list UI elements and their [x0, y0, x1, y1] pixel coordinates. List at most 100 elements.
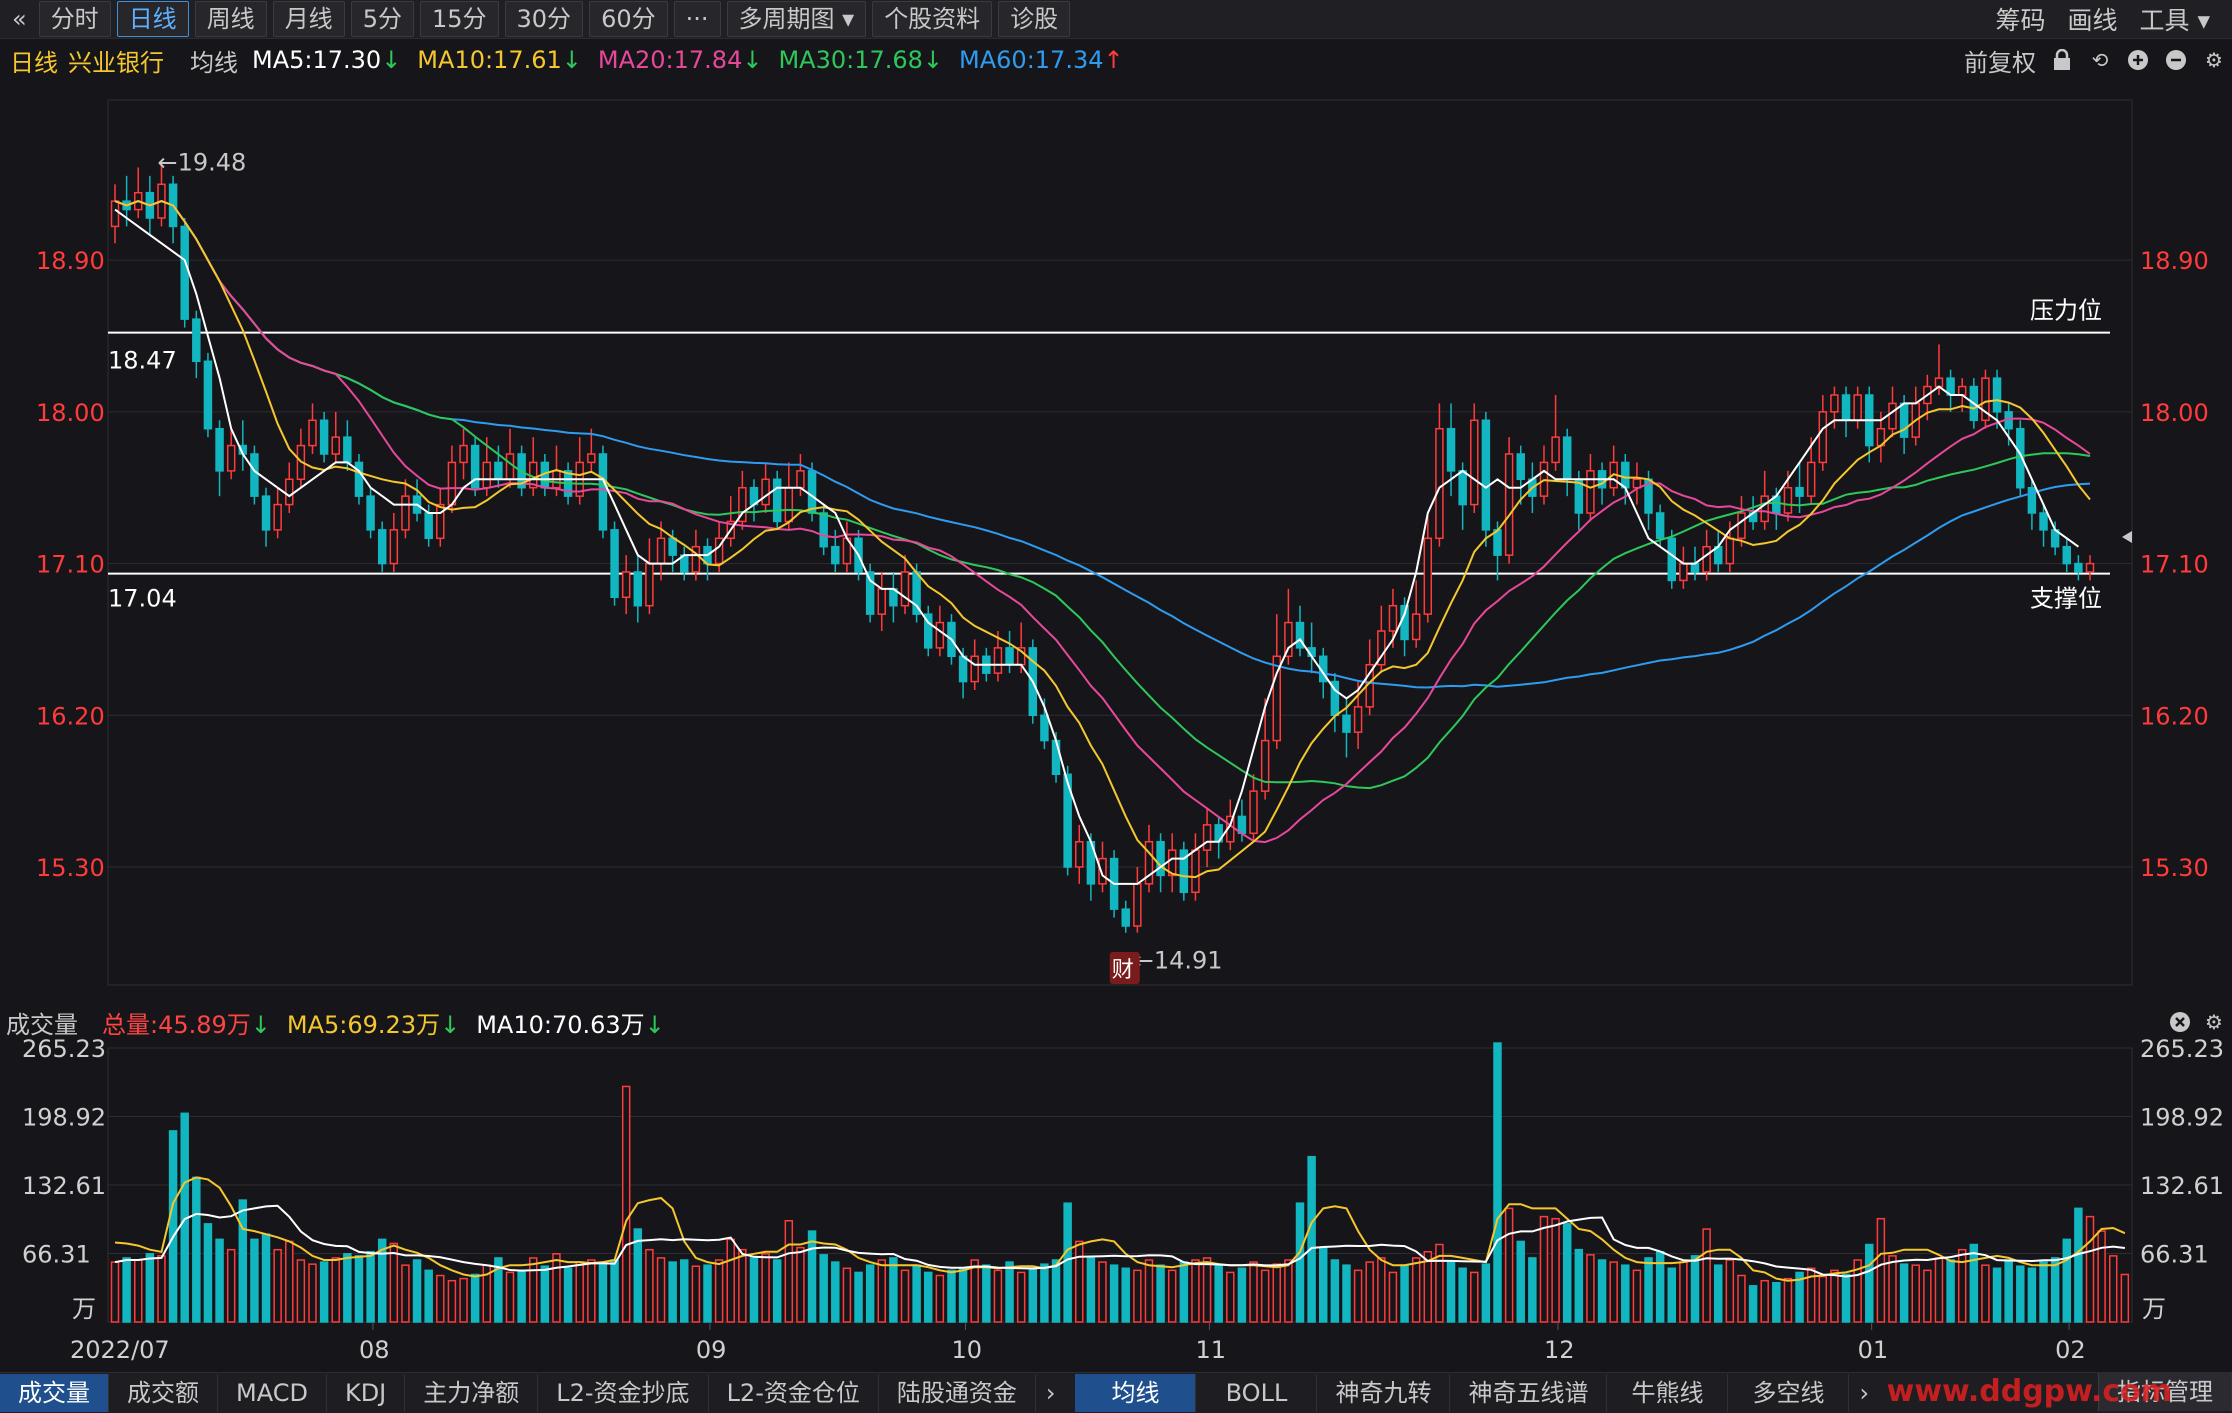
volume-bar-51 — [703, 1264, 712, 1323]
chip-distribution-button[interactable]: 筹码 — [1995, 6, 2046, 35]
volume-bar-172 — [2109, 1255, 2118, 1323]
volume-bar-33 — [494, 1257, 503, 1323]
volume-bar-109 — [1377, 1257, 1386, 1323]
indicator-name[interactable]: 均线 — [190, 48, 238, 77]
candle-body-142 — [1760, 495, 1769, 523]
candle-body-52 — [714, 537, 724, 565]
draw-line-button[interactable]: 画线 — [2067, 6, 2118, 35]
sub-tab-6[interactable]: L2-资金仓位 — [709, 1374, 879, 1412]
candle-body-125 — [1562, 436, 1572, 481]
volume-bar-162 — [1992, 1267, 2002, 1323]
volume-bar-141 — [1748, 1285, 1758, 1323]
main-tab-4[interactable]: 牛熊线 — [1607, 1374, 1729, 1412]
volume-bar-65 — [865, 1264, 875, 1323]
volume-bar-126 — [1574, 1248, 1584, 1323]
price-tick-left-4: 18.90 — [36, 247, 105, 275]
volume-bar-101 — [1284, 1259, 1293, 1323]
candle-body-110 — [1388, 604, 1398, 632]
volume-bar-31 — [470, 1273, 480, 1323]
volume-unit-right: 万 — [2142, 1295, 2166, 1323]
candle-body-31 — [470, 444, 480, 489]
tab-5[interactable]: 15分 — [419, 1, 499, 37]
tab-4[interactable]: 5分 — [350, 1, 414, 37]
volume-bar-45 — [633, 1228, 643, 1323]
main-tab-3[interactable]: 神奇五线谱 — [1450, 1374, 1608, 1412]
adjust-mode[interactable]: 前复权 — [1964, 48, 2036, 77]
sub-tab-0[interactable]: 成交量 — [0, 1374, 109, 1412]
lock-icon[interactable] — [2050, 48, 2074, 72]
sub-tab-1[interactable]: 成交额 — [109, 1374, 218, 1412]
tab-3[interactable]: 月线 — [272, 1, 345, 37]
volume-gear-icon[interactable]: ⚙ — [2205, 1010, 2223, 1034]
volume-bar-108 — [1365, 1261, 1374, 1323]
volume-bar-20 — [343, 1253, 352, 1323]
double-chevron-left-icon[interactable]: « — [12, 5, 27, 33]
volume-bar-151 — [1865, 1243, 1874, 1323]
tab-6[interactable]: 30分 — [504, 1, 584, 37]
candle-body-89 — [1144, 840, 1154, 885]
volume-bar-44 — [621, 1085, 631, 1323]
close-icon[interactable] — [2168, 1010, 2192, 1034]
gear-icon[interactable]: ⚙ — [2205, 48, 2223, 72]
indicator-manage-button[interactable]: 指标管理 — [2098, 1373, 2232, 1411]
main-tab-1[interactable]: BOLL — [1196, 1374, 1318, 1412]
zoom-out-icon[interactable] — [2164, 48, 2188, 72]
tab-10[interactable]: 个股资料 — [872, 1, 993, 37]
tab-2[interactable]: 周线 — [194, 1, 267, 37]
x-tick-2: 09 — [696, 1336, 727, 1364]
volume-bar-103 — [1307, 1155, 1316, 1323]
sub-tab-4[interactable]: 主力净额 — [405, 1374, 539, 1412]
candle-body-168 — [2062, 545, 2071, 565]
volume-label-2: MA10:70.63万↓ — [476, 1010, 665, 1039]
main-tab-5[interactable]: 多空线 — [1728, 1374, 1850, 1412]
volume-bar-68 — [900, 1269, 910, 1323]
volume-bar-26 — [412, 1259, 422, 1323]
chevron-right-icon[interactable]: › — [1045, 1379, 1056, 1407]
tab-7[interactable]: 60分 — [589, 1, 668, 37]
candle-body-112 — [1411, 613, 1421, 641]
volume-bar-106 — [1342, 1264, 1351, 1323]
volume-bar-12 — [250, 1238, 259, 1323]
sub-tab-3[interactable]: KDJ — [327, 1374, 406, 1412]
volume-bar-93 — [1191, 1259, 1200, 1323]
candle-body-46 — [645, 562, 654, 607]
candle-body-47 — [656, 537, 666, 565]
candle-body-81 — [1051, 739, 1061, 776]
candle-body-100 — [1272, 655, 1282, 742]
volume-bar-13 — [261, 1233, 271, 1323]
tab-8[interactable]: ··· — [673, 1, 721, 37]
zoom-in-icon[interactable] — [2126, 48, 2150, 72]
volume-bar-116 — [1458, 1267, 1467, 1323]
undo-icon[interactable]: ⟲ — [2091, 48, 2109, 72]
volume-bar-156 — [1923, 1269, 1932, 1323]
volume-bar-161 — [1981, 1264, 1990, 1323]
tab-1[interactable]: 日线 — [116, 1, 189, 37]
tab-9[interactable]: 多周期图 ▾ — [726, 1, 867, 37]
main-tab-2[interactable]: 神奇九转 — [1317, 1374, 1451, 1412]
volume-legend-bar: 成交量 总量:45.89万↓ MA5:69.23万↓ MA10:70.63万↓ ⚙ — [0, 1004, 2232, 1040]
sub-tab-7[interactable]: 陆股通资金 — [879, 1374, 1036, 1412]
ma-arrow-3: ↓ — [922, 46, 944, 74]
sub-tab-5[interactable]: L2-资金抄底 — [538, 1374, 709, 1412]
sub-tab-2[interactable]: MACD — [218, 1374, 327, 1412]
candle-body-120 — [1504, 453, 1514, 556]
chevron-right-icon-2[interactable]: › — [1859, 1379, 1870, 1407]
ma5-line — [114, 208, 2079, 885]
volume-bar-111 — [1400, 1264, 1409, 1323]
volume-bar-164 — [2016, 1265, 2025, 1323]
volume-bar-163 — [2004, 1259, 2013, 1323]
volume-bar-79 — [1028, 1267, 1038, 1323]
candle-body-117 — [1470, 419, 1479, 506]
main-tab-0[interactable]: 均线 — [1075, 1374, 1197, 1412]
tools-menu[interactable]: 工具 ▾ — [2139, 6, 2211, 35]
volume-bar-99 — [1260, 1269, 1270, 1323]
volume-bar-136 — [1690, 1255, 1700, 1323]
volume-title[interactable]: 成交量 — [6, 1010, 78, 1039]
tab-0[interactable]: 分时 — [38, 1, 111, 37]
tab-11[interactable]: 诊股 — [998, 1, 1071, 37]
candle-body-65 — [865, 571, 875, 615]
candle-body-121 — [1516, 453, 1525, 481]
candle-body-88 — [1133, 883, 1142, 927]
volume-bar-107 — [1353, 1269, 1363, 1323]
